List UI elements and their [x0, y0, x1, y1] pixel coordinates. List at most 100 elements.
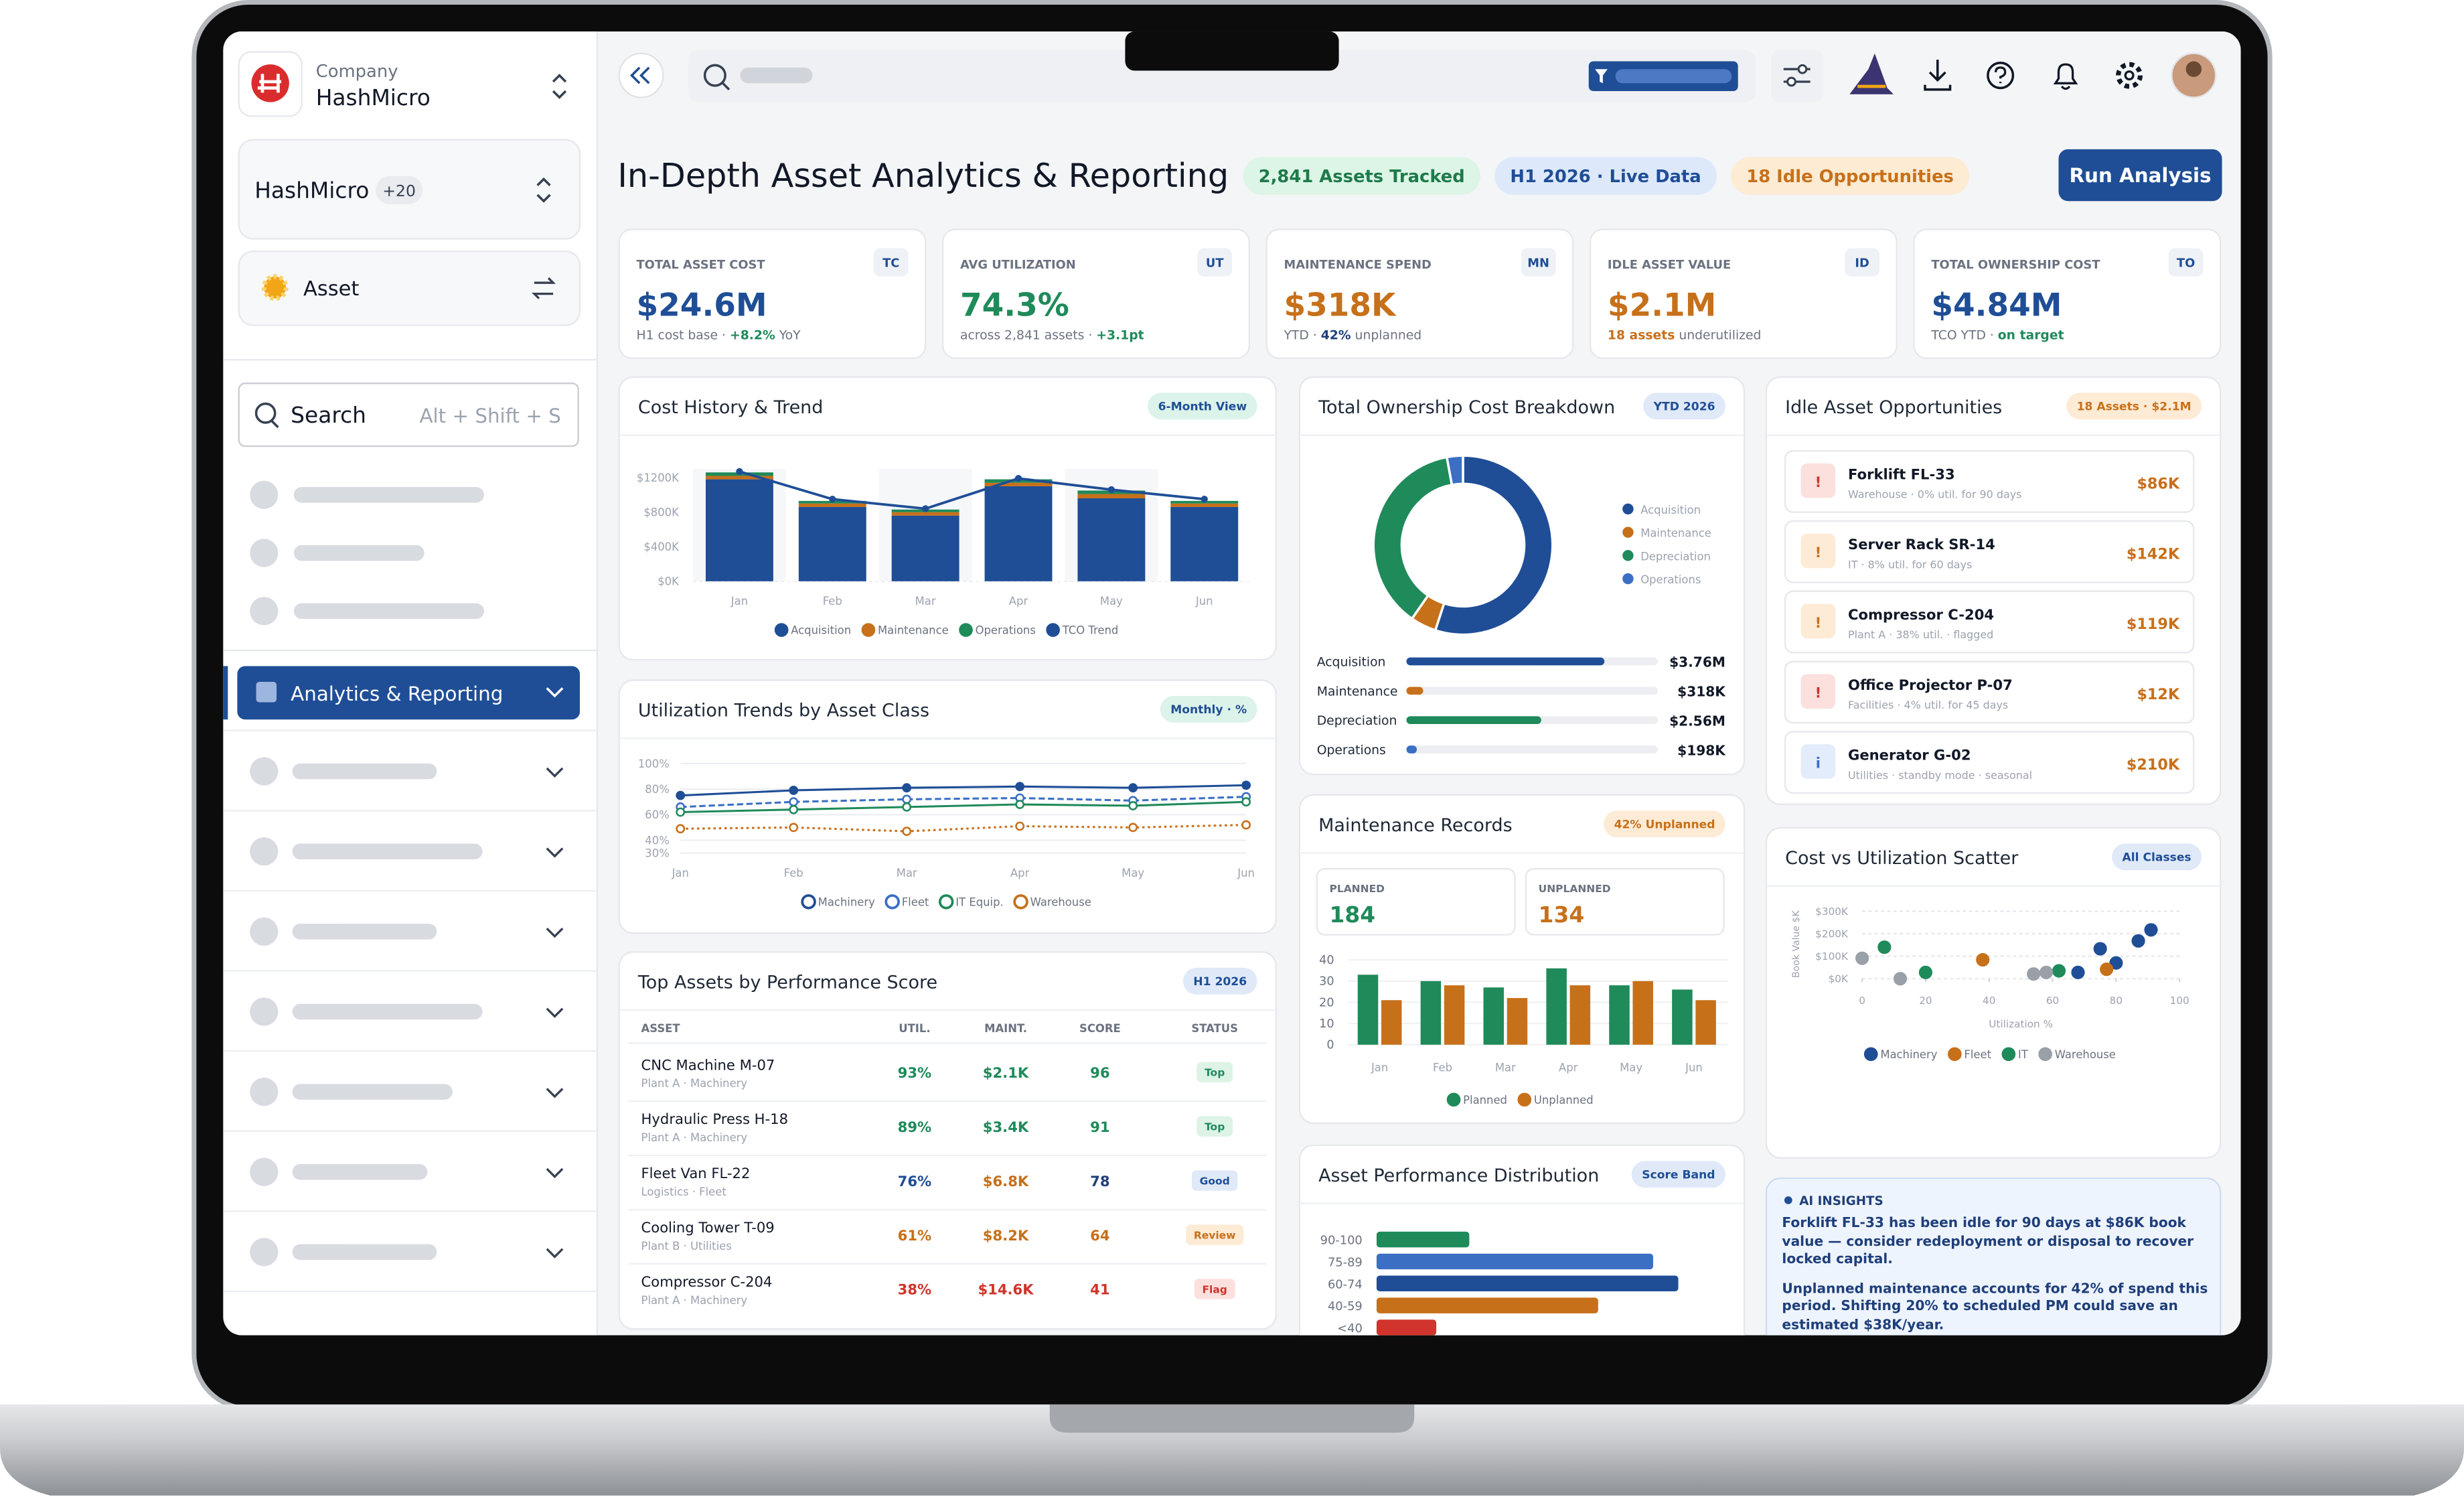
idle-value: $142K: [2127, 545, 2180, 563]
asset-name: Cooling Tower T-09: [641, 1219, 775, 1236]
help-icon[interactable]: [1987, 62, 2015, 90]
x-tick-label: Jun: [1685, 1062, 1703, 1074]
y-tick-label: 75-89: [1328, 1255, 1363, 1269]
series-point: [902, 802, 912, 812]
company-switch[interactable]: [552, 74, 567, 99]
status-pill-bg: [1191, 1170, 1238, 1191]
y-tick-label: 40: [1319, 954, 1334, 967]
kpi-note-part: unplanned: [1351, 329, 1422, 343]
legend-marker: [774, 623, 789, 637]
panel-badge: H1 2026: [1193, 975, 1247, 989]
asset-util: 89%: [898, 1119, 932, 1135]
kpi-note: across 2,841 assets · +3.1pt: [960, 329, 1144, 343]
insights-dot: [1784, 1196, 1792, 1204]
asset-score: 96: [1090, 1064, 1109, 1081]
placeholder: [293, 545, 425, 561]
idle-icon: !: [1815, 614, 1822, 631]
module-swap[interactable]: [531, 277, 556, 299]
legend-marker: [1622, 573, 1634, 585]
scatter-point: [2144, 923, 2158, 937]
company-name: HashMicro: [316, 85, 431, 111]
series-point: [902, 783, 912, 793]
kpi-note-part: TCO YTD ·: [1930, 329, 1997, 343]
gear-icon[interactable]: [2116, 62, 2143, 89]
bar: [1483, 987, 1505, 1045]
scatter-point: [1877, 940, 1892, 954]
donut-segment: [1372, 455, 1454, 621]
chevron: [546, 767, 564, 778]
legend-label: Fleet: [1964, 1048, 1991, 1061]
run-button-label[interactable]: Run Analysis: [2070, 164, 2212, 187]
idle-icon: !: [1815, 474, 1822, 490]
page-title: In-Depth Asset Analytics & Reporting: [617, 156, 1229, 195]
kpi-card: [1913, 228, 2222, 359]
scatter-point: [1855, 951, 1869, 965]
x-tick-label: Mar: [915, 595, 936, 607]
legend-marker: [1947, 1047, 1962, 1062]
asset-maint: $14.6K: [978, 1281, 1034, 1298]
breakdown-label: Acquisition: [1317, 656, 1386, 670]
series-point: [676, 807, 686, 817]
panel-badge-bg: [1148, 392, 1257, 420]
wizard-icon[interactable]: [1849, 53, 1894, 94]
sidebar-search[interactable]: [238, 382, 579, 447]
asset-sub: Plant B · Utilities: [641, 1240, 732, 1252]
status-pill-bg: [1186, 1224, 1244, 1245]
kpi-card: [941, 228, 1250, 359]
series-point: [1015, 800, 1025, 809]
series-point: [1241, 797, 1251, 807]
x-tick-label: 0: [1859, 995, 1865, 1007]
placeholder: [292, 763, 437, 780]
y-axis-label: Book Value $K: [1791, 910, 1802, 978]
placeholder: [292, 843, 483, 859]
settings-button[interactable]: [1771, 50, 1823, 102]
idle-icon-bg: [1800, 533, 1836, 569]
bar: [1672, 989, 1693, 1045]
legend-marker: [2001, 1047, 2016, 1062]
x-tick-label: May: [1620, 1062, 1642, 1074]
bell-icon[interactable]: [2053, 63, 2078, 90]
kpi-card: [1265, 228, 1574, 359]
stat-value: 184: [1330, 902, 1376, 928]
module-card[interactable]: [238, 250, 581, 326]
panel-badge-bg: [1643, 392, 1725, 420]
run-button[interactable]: [2058, 149, 2222, 202]
workspace-switch[interactable]: [536, 177, 551, 203]
placeholder: [250, 539, 279, 567]
search-icon: [254, 403, 277, 424]
idle-card: [1784, 590, 2195, 654]
bar: [1376, 1275, 1679, 1292]
active-menu[interactable]: [237, 666, 581, 720]
y-tick-label: $400K: [643, 541, 680, 553]
top-search[interactable]: [688, 50, 1756, 102]
chevron: [546, 1007, 564, 1018]
idle-card: [1784, 731, 2195, 794]
series-point: [1128, 783, 1138, 793]
series-point: [676, 824, 686, 834]
legend-label: Unplanned: [1534, 1094, 1594, 1106]
breakdown-value: $318K: [1677, 684, 1726, 700]
series-line: [680, 784, 1247, 797]
bar: [1376, 1231, 1470, 1248]
breakdown-bar: [1406, 687, 1423, 695]
bar-segment: [1077, 498, 1146, 581]
bar: [1507, 998, 1528, 1045]
trend-point: [829, 496, 836, 503]
breakdown-label: Depreciation: [1317, 714, 1397, 728]
column-header: MAINT.: [984, 1022, 1027, 1035]
legend-label: IT Equip.: [955, 895, 1003, 908]
trend-point: [1014, 475, 1022, 482]
scatter-point: [2027, 967, 2041, 981]
legend-label: Maintenance: [1640, 527, 1711, 540]
legend-marker: [1622, 550, 1634, 561]
kpi-note-part: H1 cost base ·: [637, 329, 730, 343]
series-point: [1128, 822, 1138, 833]
kpi-value: 74.3%: [960, 287, 1069, 324]
download-icon[interactable]: [1924, 60, 1952, 91]
legend-label: Operations: [976, 624, 1036, 637]
scatter-point: [2071, 965, 2085, 979]
y-tick-label: 90-100: [1320, 1234, 1363, 1248]
bar-segment: [705, 479, 773, 581]
series-point: [902, 827, 912, 837]
scatter-point: [2093, 942, 2107, 956]
